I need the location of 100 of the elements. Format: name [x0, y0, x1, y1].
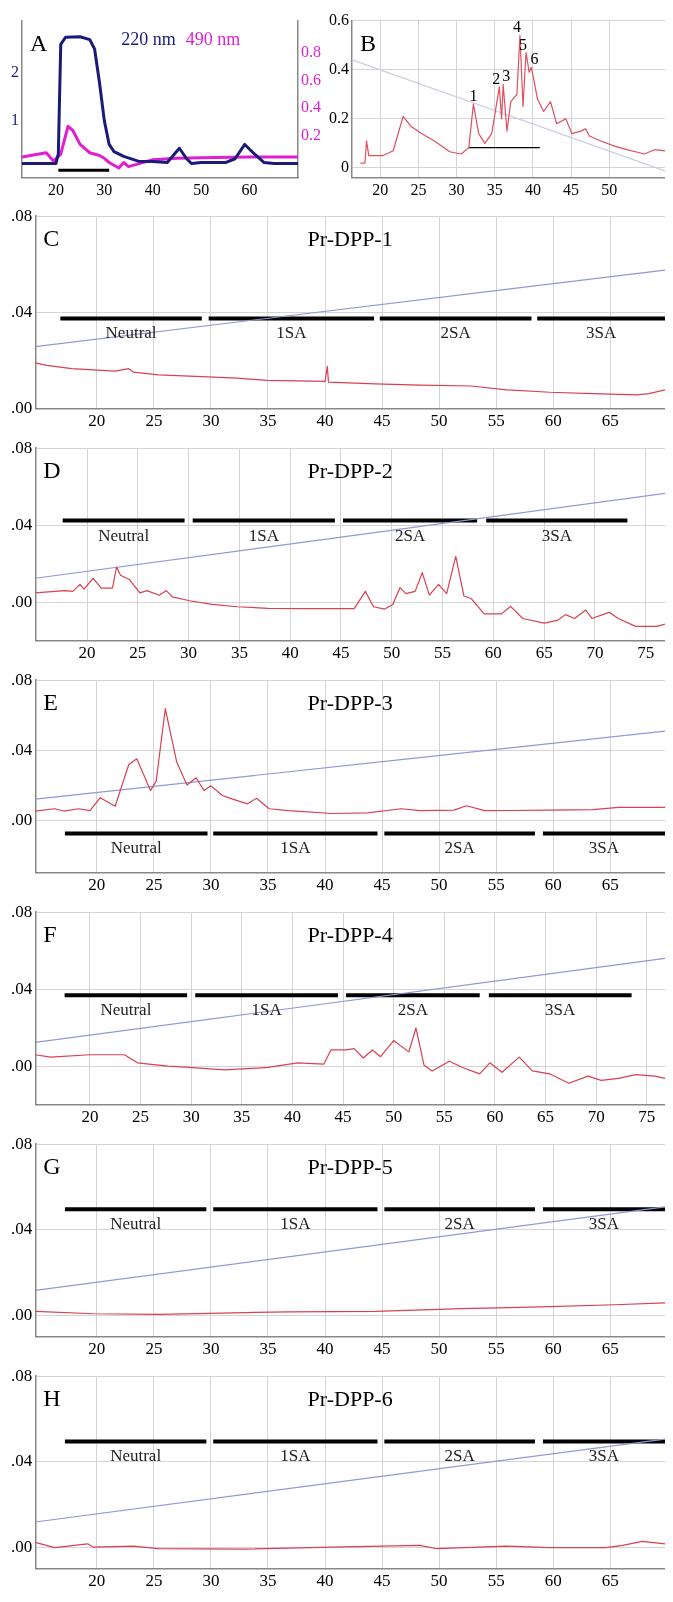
annotation: G	[43, 1153, 61, 1180]
annotation: C	[43, 225, 60, 252]
x-tick-label: 60	[486, 1107, 504, 1127]
x-tick-label: 65	[601, 1571, 619, 1591]
x-tick-label: 40	[316, 1571, 334, 1591]
series-label: Neutral	[110, 1446, 162, 1466]
series-label: 1SA	[276, 323, 308, 343]
x-tick-label: 45	[373, 875, 391, 895]
text: Pr-DPP-6	[307, 1386, 393, 1412]
x-tick-label: 45	[373, 1339, 391, 1359]
series-label: 3SA	[586, 323, 617, 343]
series-label: 2SA	[444, 1214, 476, 1234]
x-tick-label: 20	[88, 1339, 106, 1359]
x-tick-label: 50	[430, 411, 448, 431]
y-tick-label: .04	[11, 514, 33, 534]
x-tick-label: 60	[544, 411, 562, 431]
y2-tick-label: 0.4	[301, 98, 321, 116]
text: Pr-DPP-2	[307, 458, 393, 484]
series-label: 2SA	[394, 525, 426, 545]
y-tick-label: .04	[11, 978, 33, 998]
x-tick-label: 55	[487, 411, 505, 431]
x-tick-label: 20	[78, 643, 96, 663]
series-label: 1SA	[280, 1446, 312, 1466]
series-label: 1SA	[280, 1214, 312, 1234]
x-tick-label: 40	[316, 1339, 334, 1359]
x-tick-label: 30	[202, 1571, 220, 1591]
x-tick-label: 30	[448, 180, 465, 198]
y-tick-label: 0.2	[329, 109, 349, 127]
x-tick-label: 50	[430, 875, 448, 895]
x-tick-label: 25	[129, 643, 147, 663]
y-tick-label: .08	[11, 1365, 33, 1385]
x-tick-label: 65	[601, 875, 619, 895]
x-tick-label: 70	[586, 643, 604, 663]
x-tick-label: 40	[283, 1107, 301, 1127]
y2-tick-label: 0.6	[301, 70, 321, 88]
x-tick-label: 20	[372, 180, 389, 198]
x-tick-label: 40	[316, 875, 334, 895]
x-tick-label: 20	[88, 411, 106, 431]
y-tick-label: .00	[11, 398, 33, 418]
series-label: Neutral	[98, 525, 150, 545]
annotation: A	[30, 29, 48, 56]
series-label: 2SA	[444, 838, 476, 858]
annotation: 2	[492, 69, 501, 87]
x-tick-label: 20	[81, 1107, 99, 1127]
annotation: 1	[469, 87, 478, 105]
x-tick-label: 50	[383, 643, 401, 663]
x-tick-label: 65	[535, 643, 553, 663]
series-label: 3SA	[588, 838, 620, 858]
annotation: F	[43, 921, 57, 948]
y-tick-label: 2	[11, 63, 19, 81]
x-tick-label: 50	[430, 1339, 448, 1359]
x-tick-label: 50	[193, 180, 210, 198]
text: 490 nm	[185, 28, 241, 49]
x-tick-label: 45	[563, 180, 580, 198]
series-label: 2SA	[440, 323, 472, 343]
x-tick-label: 60	[484, 643, 502, 663]
series-label: 220 nm	[121, 28, 176, 49]
x-tick-label: 45	[334, 1107, 352, 1127]
series-label: 1SA	[280, 838, 312, 858]
x-tick-label: 60	[544, 1571, 562, 1591]
x-tick-label: 50	[430, 1571, 448, 1591]
x-tick-label: 30	[202, 875, 220, 895]
x-tick-label: 40	[281, 643, 299, 663]
y2-tick-label: 0.8	[301, 42, 321, 60]
y-tick-label: .08	[11, 669, 33, 689]
x-tick-label: 30	[182, 1107, 200, 1127]
x-tick-label: 45	[373, 1571, 391, 1591]
x-tick-label: 55	[434, 643, 452, 663]
annotation: 5	[519, 35, 528, 53]
annotation: E	[43, 689, 58, 716]
series-label: Neutral	[110, 1214, 162, 1234]
series-label: 1SA	[248, 525, 280, 545]
x-tick-label: 25	[410, 180, 427, 198]
annotation: 4	[512, 18, 521, 36]
y-tick-label: .04	[11, 301, 33, 321]
x-tick-label: 30	[96, 180, 113, 198]
x-tick-label: 60	[241, 180, 258, 198]
x-tick-label: 20	[88, 875, 106, 895]
text: Pr-DPP-5	[307, 1154, 393, 1180]
series-label: Neutral	[105, 323, 157, 343]
x-tick-label: 50	[385, 1107, 403, 1127]
x-tick-label: 25	[132, 1107, 150, 1127]
y-tick-label: .00	[11, 809, 33, 829]
y-tick-label: .00	[11, 591, 33, 611]
y-tick-label: 1	[11, 110, 19, 128]
annotation: B	[360, 29, 377, 56]
series-label: 2SA	[444, 1446, 476, 1466]
y-tick-label: .00	[11, 1304, 33, 1324]
x-tick-label: 65	[601, 1339, 619, 1359]
x-tick-label: 35	[259, 875, 277, 895]
x-tick-label: 60	[544, 875, 562, 895]
x-tick-label: 30	[202, 1339, 220, 1359]
x-tick-label: 25	[145, 1339, 163, 1359]
series-label: 1SA	[251, 1000, 283, 1020]
x-tick-label: 50	[601, 180, 618, 198]
series-label: Neutral	[100, 1000, 152, 1020]
y-tick-label: .00	[11, 1055, 33, 1075]
x-tick-label: 35	[259, 1571, 277, 1591]
annotation: D	[43, 457, 61, 484]
x-tick-label: 45	[373, 411, 391, 431]
